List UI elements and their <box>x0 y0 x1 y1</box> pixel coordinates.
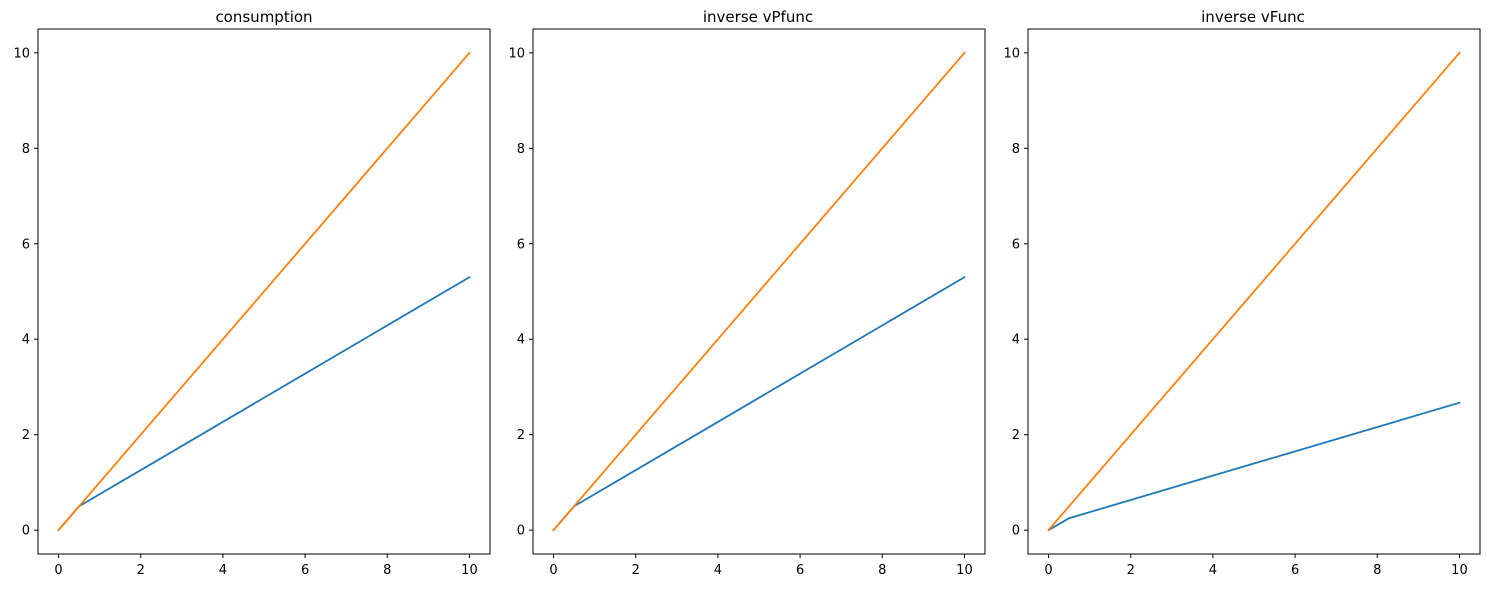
x-tick-label: 4 <box>219 563 227 578</box>
x-tick-label: 2 <box>1127 563 1135 578</box>
x-tick-label: 2 <box>632 563 640 578</box>
y-tick-label: 10 <box>13 46 30 61</box>
series-line-2 <box>552 51 966 532</box>
panel-title: inverse vPfunc <box>703 8 813 26</box>
y-tick-label: 4 <box>22 333 30 348</box>
x-tick-label: 8 <box>383 563 391 578</box>
x-tick-label: 0 <box>1044 563 1052 578</box>
y-tick-label: 8 <box>1012 142 1020 157</box>
series-line-1 <box>1047 401 1461 532</box>
y-tick-label: 4 <box>1012 333 1020 348</box>
series-line-1 <box>57 275 471 532</box>
x-tick-label: 4 <box>714 563 722 578</box>
series-line-1 <box>552 275 966 532</box>
axis-ticks: 0 2 4 6 8 10 0 2 4 6 8 10 <box>1003 46 1467 578</box>
y-tick-label: 0 <box>1012 524 1020 539</box>
panel-title: inverse vFunc <box>1201 8 1305 26</box>
x-tick-label: 2 <box>137 563 145 578</box>
panel-consumption: consumption 0 2 4 6 8 10 0 2 4 6 8 10 <box>13 8 491 578</box>
series-line-2 <box>57 51 471 532</box>
axis-ticks: 0 2 4 6 8 10 0 2 4 6 8 10 <box>508 46 972 578</box>
y-tick-label: 2 <box>517 428 525 443</box>
x-tick-label: 0 <box>54 563 62 578</box>
x-tick-label: 6 <box>1291 563 1299 578</box>
panel-title: consumption <box>215 8 312 26</box>
y-tick-label: 8 <box>517 142 525 157</box>
series-line-2 <box>1047 51 1461 532</box>
plot-frame <box>37 28 491 555</box>
x-tick-label: 6 <box>796 563 804 578</box>
x-tick-label: 10 <box>461 563 478 578</box>
y-tick-label: 10 <box>508 46 525 61</box>
y-tick-label: 2 <box>22 428 30 443</box>
y-tick-label: 6 <box>22 237 30 252</box>
y-tick-label: 8 <box>22 142 30 157</box>
x-tick-label: 10 <box>1451 563 1468 578</box>
x-tick-label: 4 <box>1209 563 1217 578</box>
panel-inverse-vpfunc: inverse vPfunc 0 2 4 6 8 10 0 2 4 6 8 10 <box>508 8 986 578</box>
x-tick-label: 0 <box>549 563 557 578</box>
x-tick-label: 8 <box>1373 563 1381 578</box>
y-tick-label: 6 <box>517 237 525 252</box>
x-tick-label: 10 <box>956 563 973 578</box>
plot-frame <box>1027 28 1481 555</box>
x-tick-label: 8 <box>878 563 886 578</box>
y-tick-label: 0 <box>517 524 525 539</box>
x-tick-label: 6 <box>301 563 309 578</box>
y-tick-label: 10 <box>1003 46 1020 61</box>
y-tick-label: 6 <box>1012 237 1020 252</box>
axis-ticks: 0 2 4 6 8 10 0 2 4 6 8 10 <box>13 46 477 578</box>
plot-lines <box>57 51 471 532</box>
panel-inverse-vfunc: inverse vFunc 0 2 4 6 8 10 0 2 4 6 8 10 <box>1003 8 1481 578</box>
y-tick-label: 4 <box>517 333 525 348</box>
plot-frame <box>532 28 986 555</box>
y-tick-label: 0 <box>22 524 30 539</box>
plot-lines <box>1047 51 1461 532</box>
plot-lines <box>552 51 966 532</box>
y-tick-label: 2 <box>1012 428 1020 443</box>
